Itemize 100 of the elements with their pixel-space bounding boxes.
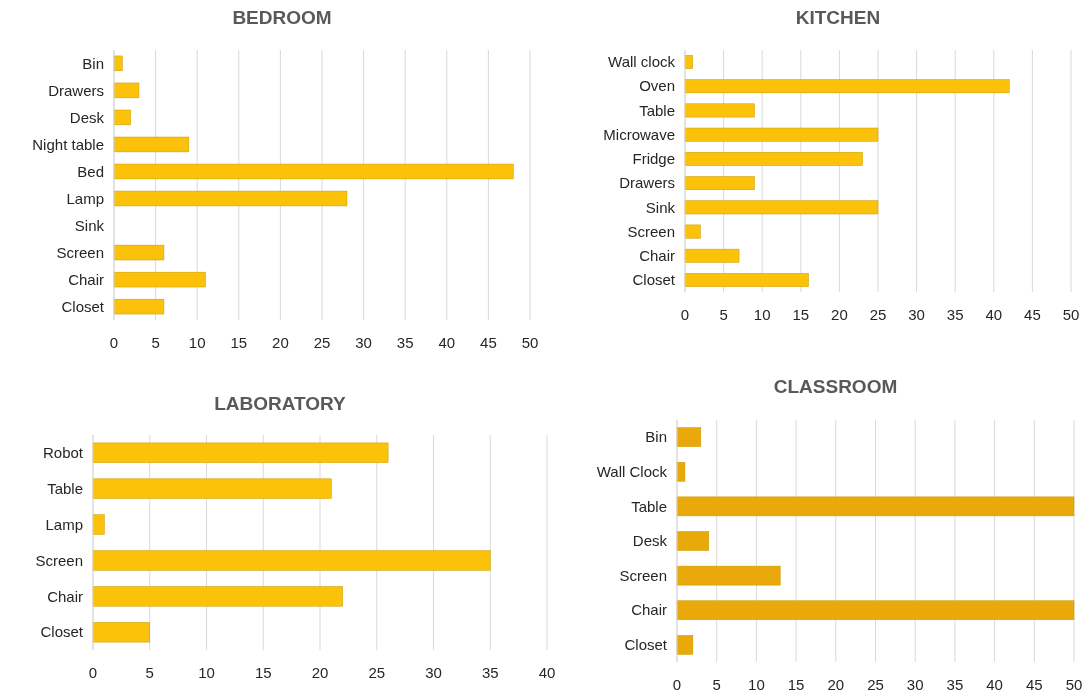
y-tick-label: Table [47,479,83,497]
bar [676,531,710,551]
x-tick-label: 40 [986,676,1003,693]
x-tick-label: 30 [906,676,924,693]
y-tick-label: Screen [56,243,104,261]
x-tick-label: 5 [712,676,721,693]
bar [684,273,809,287]
y-tick-label: Table [639,101,675,119]
x-tick-label: 25 [869,306,887,323]
chart-title: KITCHEN [795,7,881,28]
x-tick-label: 35 [946,676,964,693]
y-tick-label: Desk [69,108,105,126]
y-tick-label: Microwave [603,125,675,143]
bar [684,224,701,239]
x-tick-label: 40 [985,306,1003,323]
chart-title: CLASSROOM [773,376,898,397]
y-tick-label: Chair [631,601,667,619]
bar [676,635,694,655]
x-tick-label: 35 [481,664,499,681]
x-tick-label: 15 [787,676,805,693]
y-tick-label: Chair [68,270,104,288]
x-tick-label: 25 [368,664,386,681]
x-tick-label: 35 [946,306,964,323]
y-tick-label: Screen [619,566,667,584]
bar [676,565,781,586]
bar [676,600,1075,621]
x-tick-label: 10 [753,306,771,323]
bar [684,79,1010,94]
x-tick-label: 45 [1025,676,1043,693]
bar [676,427,702,447]
bar [684,151,863,166]
bar [92,514,105,535]
x-tick-label: 20 [272,334,289,351]
x-tick-label: 15 [254,664,272,681]
y-tick-label: Drawers [619,174,675,192]
x-tick-label: 30 [425,664,442,681]
bar [684,176,755,191]
x-tick-label: 10 [198,664,215,681]
x-tick-label: 0 [680,306,690,323]
x-tick-label: 35 [396,334,414,351]
bar [684,248,740,263]
bar [684,200,879,215]
y-tick-label: Chair [639,247,675,265]
x-tick-label: 15 [792,306,810,323]
bar [113,190,348,207]
y-tick-label: Fridge [632,150,675,168]
y-tick-label: Sink [74,216,105,234]
bar [113,244,165,261]
bar [113,55,123,72]
chart-title: BEDROOM [232,7,332,28]
y-tick-label: Screen [627,222,675,240]
x-tick-label: 5 [145,664,154,681]
x-tick-label: 30 [355,334,372,351]
x-tick-label: 45 [1024,306,1041,323]
x-tick-label: 5 [719,306,728,323]
chart-title: LABORATORY [214,393,347,414]
x-tick-label: 10 [188,334,206,351]
bar [92,442,389,463]
x-tick-label: 0 [88,664,98,681]
x-tick-label: 40 [438,334,456,351]
bar [92,478,332,499]
x-tick-label: 40 [538,664,556,681]
bar [113,82,140,99]
bar [684,127,879,142]
bar [113,109,131,126]
x-tick-label: 30 [908,306,925,323]
y-tick-label: Wall clock [608,53,676,71]
x-tick-label: 15 [230,334,248,351]
y-tick-label: Chair [47,587,83,605]
y-tick-label: Desk [632,532,668,550]
x-tick-label: 25 [313,334,331,351]
x-tick-label: 50 [1062,306,1080,323]
x-tick-label: 5 [151,334,160,351]
y-tick-label: Oven [639,77,675,95]
y-tick-label: Bin [645,428,667,446]
y-tick-label: Closet [61,297,105,315]
bar [113,271,206,288]
bar [113,136,190,153]
x-tick-label: 0 [672,676,682,693]
y-tick-label: Sink [645,198,676,216]
x-tick-label: 10 [748,676,765,693]
y-tick-label: Drawers [48,81,104,99]
bar [684,103,755,118]
y-tick-label: Bin [82,54,104,72]
y-tick-label: Lamp [66,189,104,207]
x-tick-label: 0 [109,334,119,351]
y-tick-label: Lamp [45,515,83,533]
y-tick-label: Closet [40,623,84,641]
bar [676,461,686,482]
x-tick-label: 50 [521,334,539,351]
y-tick-label: Wall Clock [596,463,668,481]
bar [113,298,165,315]
x-tick-label: 20 [827,676,845,693]
x-tick-label: 25 [867,676,884,693]
bar [676,496,1075,517]
bar [92,622,150,643]
x-tick-label: 50 [1065,676,1083,693]
y-tick-label: Closet [632,271,676,289]
bar [92,550,491,571]
x-tick-label: 20 [831,306,848,323]
